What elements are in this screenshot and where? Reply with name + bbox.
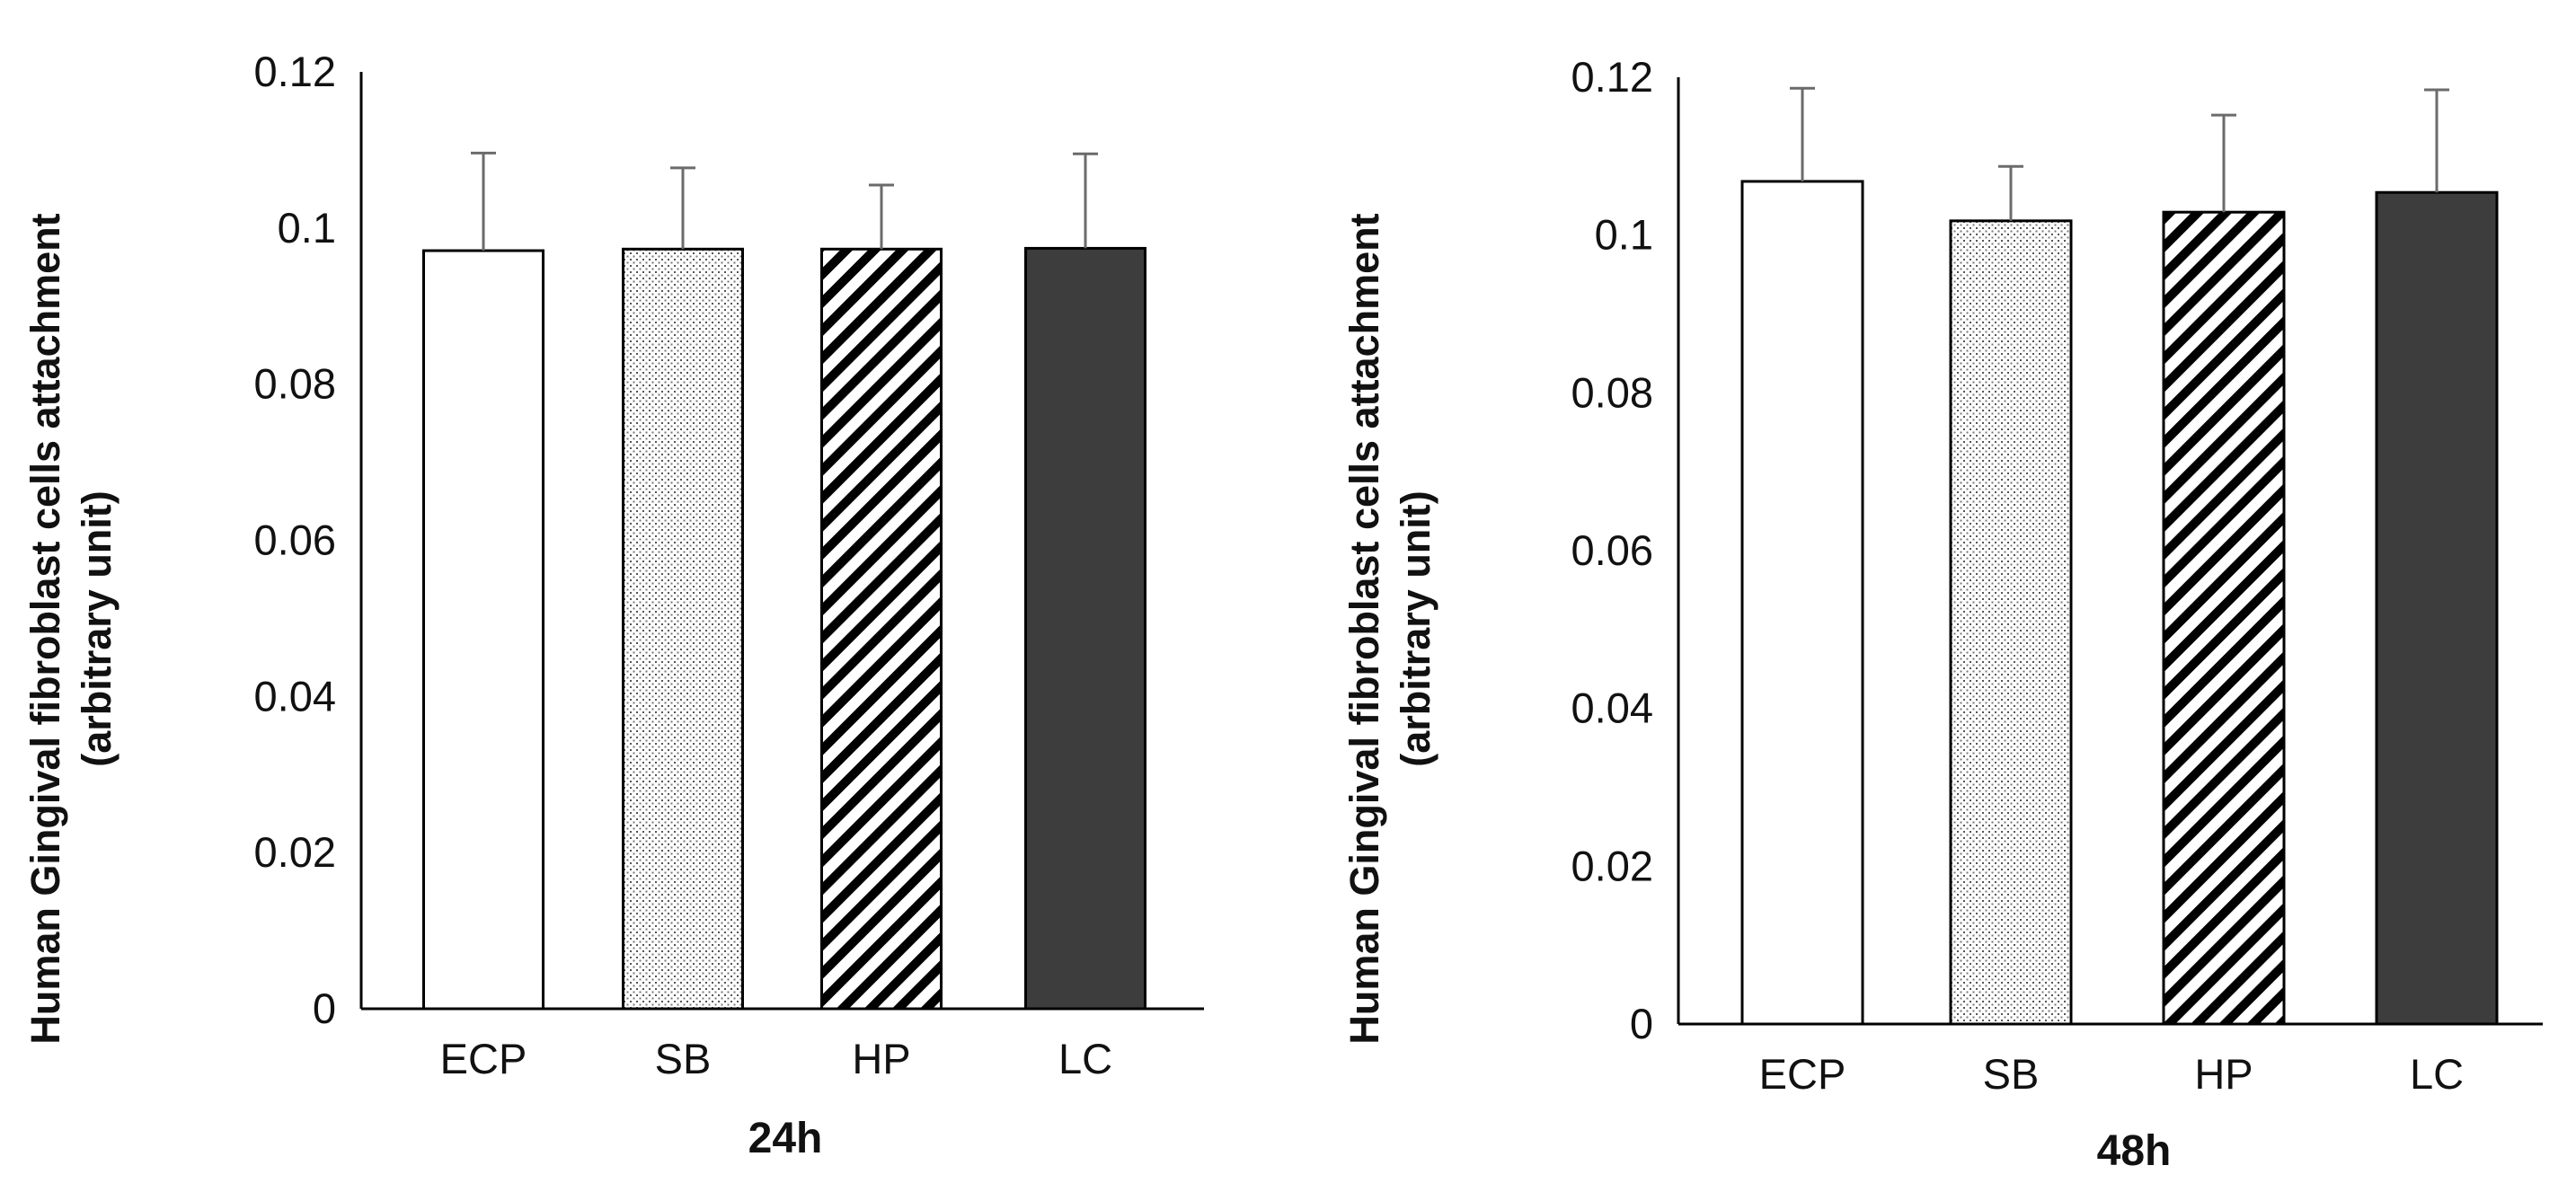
y-tick-label: 0.02 bbox=[1571, 842, 1653, 889]
y-tick-label: 0.08 bbox=[1571, 368, 1653, 416]
error-bars-48h bbox=[1790, 86, 2449, 221]
y-tick-label: 0.12 bbox=[1571, 53, 1653, 101]
error-bar-ecp bbox=[1790, 86, 1815, 181]
y-tick-label: 0.06 bbox=[254, 517, 336, 564]
y-tick-labels-48h: 0 0.02 0.04 0.06 0.08 0.1 0.12 bbox=[1571, 53, 1653, 1047]
y-tick-label: 0.04 bbox=[254, 672, 336, 720]
category-labels-24h: ECP SB HP LC bbox=[440, 1035, 1112, 1082]
bar-ecp bbox=[1740, 180, 1864, 1026]
category-label-lc: LC bbox=[2410, 1050, 2464, 1098]
bar-lc bbox=[1024, 246, 1146, 1011]
chart-24h: Human Gingival fibroblast cells attachme… bbox=[22, 48, 1204, 1162]
chart-48h: Human Gingival fibroblast cells attachme… bbox=[1341, 53, 2543, 1175]
y-tick-label: 0.02 bbox=[254, 828, 336, 876]
error-bar-hp bbox=[2211, 113, 2236, 213]
y-tick-labels-24h: 0 0.02 0.04 0.06 0.08 0.1 0.12 bbox=[254, 48, 336, 1032]
bar-sb bbox=[1949, 219, 2073, 1026]
bar-ecp bbox=[422, 249, 544, 1011]
bars-24h bbox=[422, 246, 1146, 1011]
y-axis-title-line2: (arbitrary unit) bbox=[1393, 490, 1438, 767]
error-bar-lc bbox=[2424, 88, 2449, 193]
y-tick-label: 0 bbox=[313, 985, 336, 1032]
axes-24h bbox=[359, 72, 1204, 1011]
y-tick-label: 0.06 bbox=[1571, 526, 1653, 574]
y-tick-label: 0.08 bbox=[254, 360, 336, 408]
error-bar-lc bbox=[1073, 152, 1098, 249]
category-label-hp: HP bbox=[2194, 1050, 2253, 1098]
category-label-sb: SB bbox=[1983, 1050, 2040, 1098]
axes-48h bbox=[1677, 77, 2543, 1026]
error-bar-sb bbox=[1998, 164, 2023, 221]
category-label-ecp: ECP bbox=[440, 1035, 527, 1082]
bar-hp bbox=[2162, 210, 2286, 1026]
category-label-lc: LC bbox=[1058, 1035, 1112, 1082]
category-labels-48h: ECP SB HP LC bbox=[1759, 1050, 2464, 1098]
y-tick-label: 0.12 bbox=[254, 48, 336, 95]
category-label-hp: HP bbox=[852, 1035, 910, 1082]
error-bars-24h bbox=[471, 151, 1098, 252]
y-axis-title-line1: Human Gingival fibroblast cells attachme… bbox=[1341, 213, 1387, 1044]
y-tick-label: 0.1 bbox=[1595, 211, 1653, 259]
y-axis-title-line1: Human Gingival fibroblast cells attachme… bbox=[22, 213, 68, 1044]
bar-hp bbox=[820, 247, 943, 1011]
error-bar-sb bbox=[670, 166, 695, 250]
x-axis-title-24h: 24h bbox=[748, 1115, 823, 1162]
bars-48h bbox=[1740, 180, 2499, 1026]
y-axis-title-48h: Human Gingival fibroblast cells attachme… bbox=[1341, 213, 1438, 1044]
bar-lc bbox=[2375, 190, 2499, 1026]
y-tick-label: 0 bbox=[1630, 1000, 1653, 1047]
y-axis-title-line2: (arbitrary unit) bbox=[74, 490, 120, 767]
y-axis-title-24h: Human Gingival fibroblast cells attachme… bbox=[22, 213, 120, 1044]
category-label-ecp: ECP bbox=[1759, 1050, 1846, 1098]
bar-sb bbox=[622, 247, 744, 1011]
error-bar-hp bbox=[869, 183, 894, 250]
y-tick-label: 0.1 bbox=[278, 204, 336, 252]
x-axis-title-48h: 48h bbox=[2097, 1127, 2172, 1175]
error-bar-ecp bbox=[471, 151, 496, 252]
y-tick-label: 0.04 bbox=[1571, 684, 1653, 732]
category-label-sb: SB bbox=[655, 1035, 712, 1082]
